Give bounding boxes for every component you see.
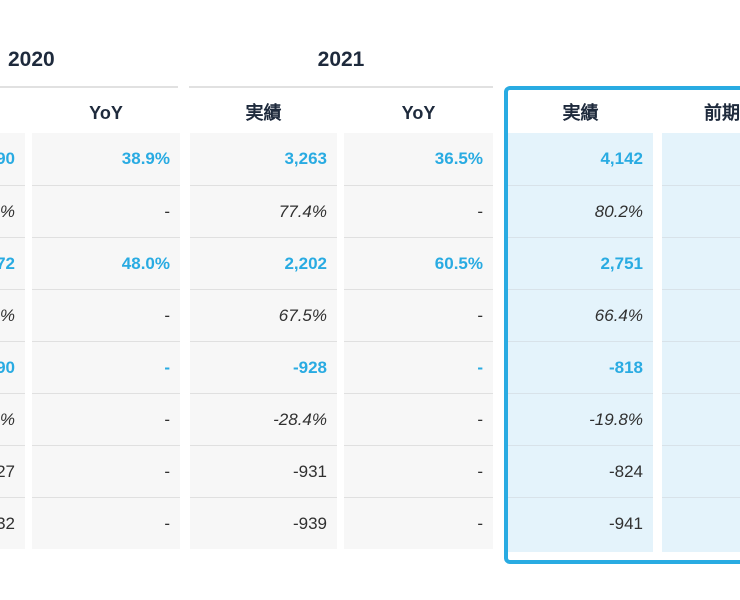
column-2020-yoy: 38.9% -48.0% - - - - - (32, 133, 180, 549)
table-cell (662, 185, 740, 237)
table-cell: % (0, 185, 25, 237)
table-cell: -28.4% (190, 393, 337, 445)
table-cell: 2,751 (508, 237, 653, 289)
table-cell (662, 341, 740, 393)
table-cell: - (344, 341, 493, 393)
selected-period-box[interactable]: 実績 前期 4,142 80.2% 2,751 66.4% -818 -19.8% -824… (504, 86, 740, 564)
year-label-2021: 2021 (317, 48, 365, 71)
table-cell: - (32, 445, 180, 497)
table-cell: -928 (190, 341, 337, 393)
table-cell (662, 237, 740, 289)
column-2020-actual-clipped: 90% 72% 90% 27 32 (0, 133, 25, 549)
table-cell: - (344, 393, 493, 445)
table-cell: - (344, 289, 493, 341)
table-cell: 38.9% (121, 149, 170, 168)
table-cell: -941 (508, 497, 653, 549)
table-cell: 48.0% (32, 237, 180, 289)
table-cell: - (32, 393, 180, 445)
table-cell: - (32, 341, 180, 393)
table-cell: 27 (0, 445, 25, 497)
header-2021-actual: 実績 (245, 103, 282, 123)
table-cell: -818 (508, 341, 653, 393)
table-cell: -19.8% (508, 393, 653, 445)
table-cell (662, 497, 740, 549)
table-cell: 3,263 (284, 149, 327, 168)
table-cell: - (32, 497, 180, 549)
year-divider-2021 (189, 86, 493, 88)
header-selected-actual: 実績 (562, 103, 599, 123)
table-cell: 36.5% (434, 149, 483, 168)
column-selected-actual: 4,142 80.2% 2,751 66.4% -818 -19.8% -824 -941 (508, 133, 653, 552)
table-cell: 90 (0, 341, 25, 393)
year-label-2020: 2020 (8, 48, 55, 71)
table-cell: - (344, 497, 493, 549)
table-cell: 80.2% (508, 185, 653, 237)
table-cell (662, 133, 740, 185)
table-cell: 4,142 (600, 149, 643, 168)
table-cell: 77.4% (190, 185, 337, 237)
table-cell: 60.5% (344, 237, 493, 289)
column-selected-prior-period (662, 133, 740, 552)
table-cell: - (32, 185, 180, 237)
table-cell (662, 289, 740, 341)
header-2021-yoy: YoY (401, 103, 436, 123)
table-cell: -824 (508, 445, 653, 497)
table-cell: 90 (0, 149, 15, 168)
column-2021-yoy: 36.5% -60.5% - - - - - (344, 133, 493, 549)
table-cell (662, 445, 740, 497)
table-cell: -939 (190, 497, 337, 549)
table-cell (662, 393, 740, 445)
column-2021-actual: 3,263 77.4% 2,202 67.5% -928 -28.4% -931 -939 (190, 133, 337, 549)
header-selected-prior-period: 前期 (704, 103, 740, 123)
year-divider-2020 (0, 86, 178, 88)
table-cell: - (32, 289, 180, 341)
table-cell: 67.5% (190, 289, 337, 341)
table-cell: 72 (0, 237, 25, 289)
header-2020-yoy: YoY (89, 103, 123, 123)
table-cell: 2,202 (190, 237, 337, 289)
table-cell: 66.4% (508, 289, 653, 341)
table-cell: % (0, 289, 25, 341)
table-cell: % (0, 393, 25, 445)
table-cell: -931 (190, 445, 337, 497)
table-cell: 32 (0, 497, 25, 549)
table-cell: - (344, 185, 493, 237)
table-cell: - (344, 445, 493, 497)
